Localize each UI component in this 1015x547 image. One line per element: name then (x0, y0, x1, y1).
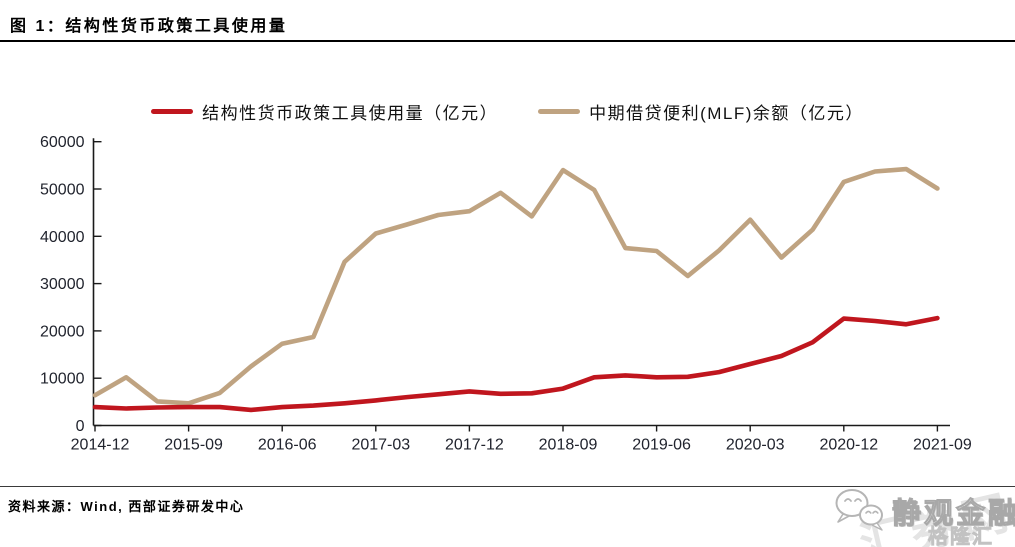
source-note: 资料来源：Wind, 西部证券研发中心 (8, 499, 245, 514)
svg-text:60000: 60000 (40, 134, 85, 151)
legend-label-mlf: 中期借贷便利(MLF)余额（亿元） (589, 104, 864, 123)
svg-text:20000: 20000 (40, 323, 85, 340)
svg-text:40000: 40000 (40, 229, 85, 246)
svg-text:10000: 10000 (40, 371, 85, 388)
svg-text:0: 0 (76, 418, 85, 435)
watermark-corner-text: 格隆汇 (928, 526, 994, 547)
svg-text:2015-09: 2015-09 (164, 437, 223, 454)
wechat-icon (835, 489, 883, 531)
svg-text:2017-12: 2017-12 (445, 437, 504, 454)
legend-item-mlf: 中期借贷便利(MLF)余额（亿元） (538, 99, 864, 124)
figure-title: 图 1：结构性货币政策工具使用量 (10, 18, 288, 35)
watermark-brand-text: 静观金融 (891, 498, 1015, 531)
svg-text:2016-06: 2016-06 (258, 437, 317, 454)
svg-text:2020-12: 2020-12 (819, 437, 878, 454)
svg-text:30000: 30000 (40, 276, 85, 293)
legend-swatch-structural-line (151, 109, 194, 114)
svg-text:2018-09: 2018-09 (539, 437, 598, 454)
legend-label-structural: 结构性货币政策工具使用量（亿元） (202, 104, 499, 123)
svg-text:2021-09: 2021-09 (913, 437, 972, 454)
chart-legend: 结构性货币政策工具使用量（亿元） 中期借贷便利(MLF)余额（亿元） (0, 99, 1015, 124)
legend-swatch-mlf-line (538, 109, 581, 114)
svg-text:2020-03: 2020-03 (726, 437, 785, 454)
legend-item-structural: 结构性货币政策工具使用量（亿元） (151, 99, 498, 124)
svg-text:50000: 50000 (40, 182, 85, 199)
footer-divider (0, 486, 1015, 487)
watermark: 汇券网 静观金融 格隆汇 (820, 478, 1015, 547)
title-divider (0, 40, 1015, 42)
svg-text:2014-12: 2014-12 (71, 437, 130, 454)
svg-text:2017-03: 2017-03 (351, 437, 410, 454)
svg-text:2019-06: 2019-06 (632, 437, 691, 454)
